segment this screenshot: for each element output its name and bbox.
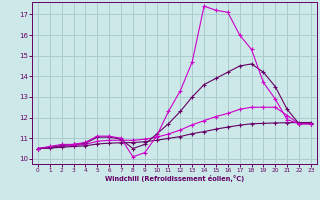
X-axis label: Windchill (Refroidissement éolien,°C): Windchill (Refroidissement éolien,°C) [105,175,244,182]
